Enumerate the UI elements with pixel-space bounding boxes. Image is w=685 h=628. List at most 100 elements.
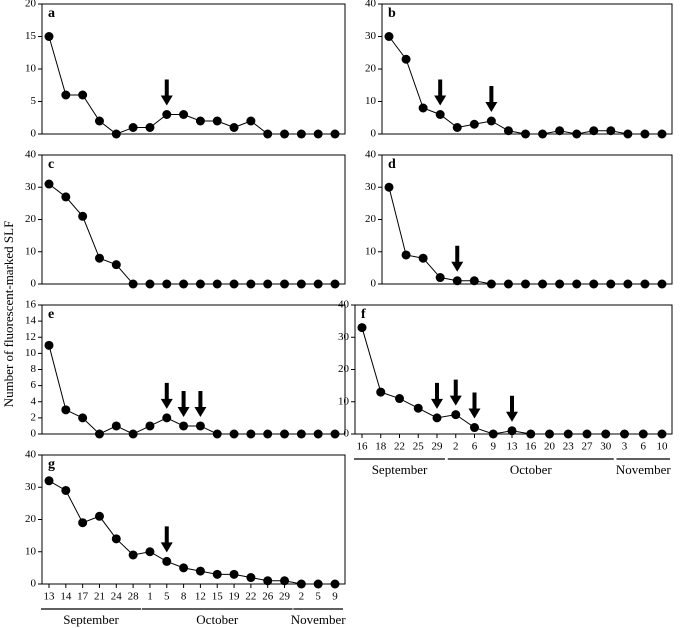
panel-label: e — [48, 307, 54, 322]
x-tick-label: 9 — [332, 591, 338, 603]
data-point — [111, 129, 121, 139]
data-point — [503, 279, 513, 289]
x-tick-label: 6 — [472, 441, 478, 453]
x-tick-label: 16 — [525, 441, 537, 453]
y-tick-label: 4 — [31, 395, 37, 407]
y-tick-label: 30 — [365, 181, 377, 193]
y-tick-label: 2 — [31, 411, 37, 423]
data-point — [572, 129, 582, 139]
y-tick-label: 20 — [25, 213, 37, 225]
x-tick-label: 22 — [394, 441, 405, 453]
data-point — [313, 429, 323, 439]
y-tick-label: 0 — [371, 128, 377, 140]
x-tick-label: 23 — [563, 441, 575, 453]
data-point — [111, 260, 121, 270]
data-point — [486, 279, 496, 289]
data-point — [195, 566, 205, 576]
y-tick-label: 20 — [365, 213, 377, 225]
panel-label: a — [48, 6, 55, 21]
data-point — [330, 279, 340, 289]
data-point — [486, 116, 496, 126]
data-point — [296, 129, 306, 139]
arrow — [194, 390, 207, 417]
x-tick-label: 2 — [453, 441, 459, 453]
month-label: September — [372, 462, 428, 477]
data-point — [280, 576, 290, 586]
y-tick-label: 16 — [25, 299, 37, 311]
data-point — [435, 273, 445, 283]
x-tick-label: 8 — [181, 591, 187, 603]
x-tick-label: 20 — [544, 441, 556, 453]
data-point — [296, 279, 306, 289]
y-tick-label: 20 — [338, 363, 350, 375]
arrow — [160, 79, 173, 106]
arrow — [506, 395, 518, 422]
x-tick-label: 26 — [262, 591, 274, 603]
x-tick-label: 15 — [212, 591, 224, 603]
data-point — [280, 279, 290, 289]
x-tick-label: 10 — [657, 441, 669, 453]
y-tick-label: 0 — [31, 428, 37, 440]
x-tick-label: 13 — [44, 591, 56, 603]
x-tick-label: 16 — [357, 441, 369, 453]
x-tick-label: 13 — [507, 441, 519, 453]
data-point — [78, 413, 88, 423]
month-label: September — [63, 612, 119, 627]
y-tick-label: 0 — [344, 428, 350, 440]
series-line — [48, 345, 335, 435]
data-point — [606, 279, 616, 289]
data-point — [195, 421, 205, 431]
y-tick-label: 10 — [25, 63, 37, 75]
data-point — [452, 276, 462, 286]
x-tick-label: 5 — [164, 591, 170, 603]
y-tick-label: 30 — [25, 181, 37, 193]
x-tick-label: 30 — [600, 441, 612, 453]
data-point — [212, 429, 222, 439]
data-point — [623, 279, 633, 289]
data-point — [280, 429, 290, 439]
x-tick-label: 6 — [641, 441, 647, 453]
y-tick-label: 20 — [365, 63, 377, 75]
x-tick-label: 25 — [413, 441, 425, 453]
data-point — [111, 421, 121, 431]
data-point — [313, 279, 323, 289]
y-tick-label: 10 — [365, 245, 377, 257]
y-axis-label: Number of fluorescent-marked SLF — [1, 221, 16, 408]
data-point — [162, 556, 172, 566]
y-tick-label: 0 — [31, 128, 37, 140]
arrow — [468, 392, 481, 419]
data-point — [128, 550, 138, 560]
data-point — [296, 429, 306, 439]
series-line — [48, 36, 335, 135]
data-point — [538, 279, 548, 289]
data-point — [657, 279, 667, 289]
data-point — [246, 116, 256, 126]
data-point — [179, 563, 189, 573]
plot-frame — [381, 3, 673, 135]
data-point — [145, 421, 155, 431]
y-tick-label: 10 — [338, 395, 350, 407]
data-point — [589, 279, 599, 289]
y-tick-label: 10 — [25, 545, 37, 557]
arrow — [434, 79, 447, 106]
data-point — [384, 182, 394, 192]
month-label: November — [291, 612, 347, 627]
data-point — [128, 429, 138, 439]
data-point — [162, 413, 172, 423]
series-line — [48, 183, 335, 285]
data-point — [44, 32, 54, 41]
data-point — [572, 279, 582, 289]
x-tick-label: 24 — [111, 591, 123, 603]
data-point — [94, 116, 104, 126]
data-point — [263, 576, 273, 586]
panel-label: f — [361, 307, 366, 322]
x-tick-label: 18 — [375, 441, 387, 453]
data-point — [376, 387, 386, 397]
y-tick-label: 20 — [25, 0, 37, 10]
data-point — [246, 279, 256, 289]
plot-frame — [41, 454, 346, 585]
x-tick-label: 3 — [622, 441, 628, 453]
y-tick-label: 40 — [25, 149, 37, 161]
data-point — [640, 129, 650, 139]
y-tick-label: 8 — [31, 363, 37, 375]
